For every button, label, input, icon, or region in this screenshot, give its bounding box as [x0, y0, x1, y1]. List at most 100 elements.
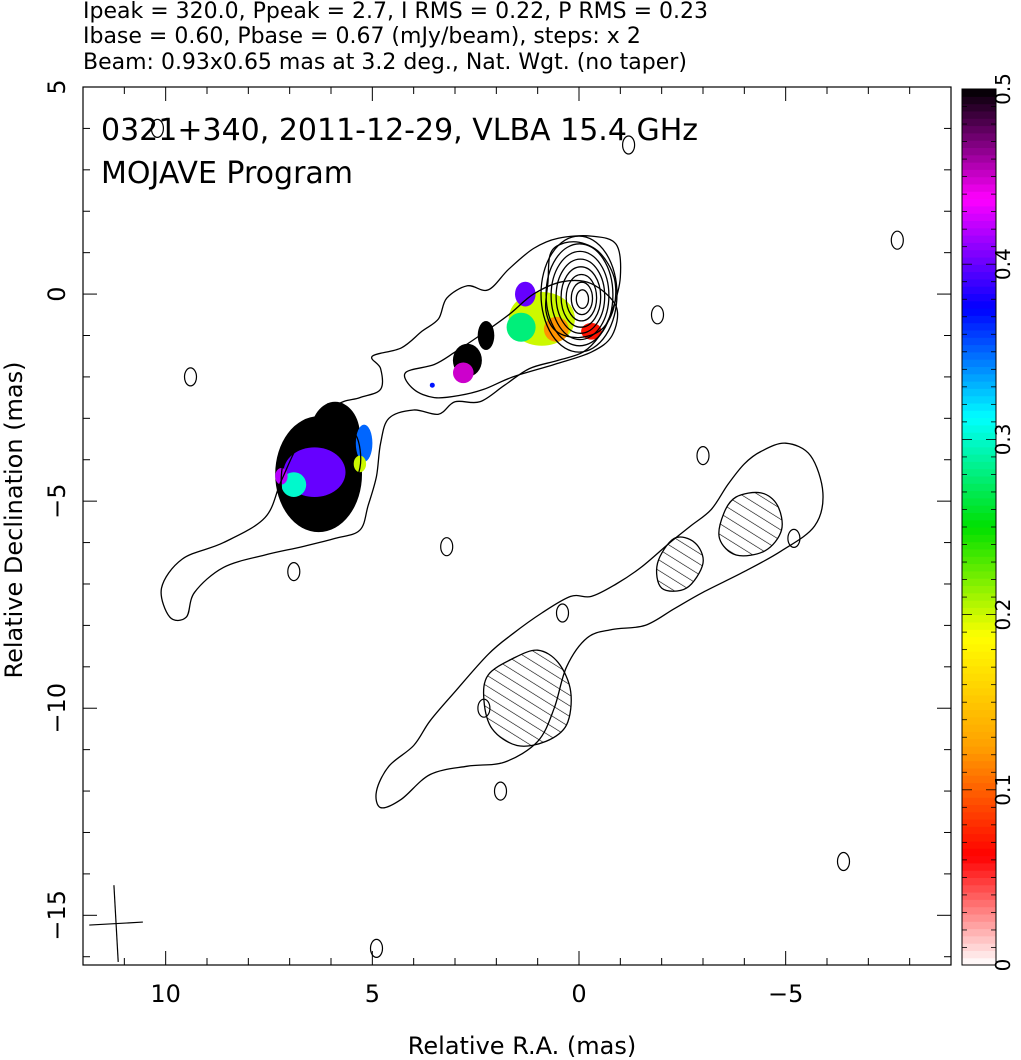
colorbar-swatch [962, 680, 996, 689]
colorbar-swatch [962, 329, 996, 338]
core-ring-4 [560, 266, 602, 328]
colorbar-swatch [962, 892, 996, 900]
colorbar-swatch [962, 264, 996, 273]
colorbar-swatch [962, 862, 996, 871]
colorbar-swatch [962, 461, 996, 470]
colorbar-swatch [962, 110, 996, 119]
colorbar-swatch [962, 300, 996, 309]
colorbar-swatch [962, 446, 996, 455]
colorbar-swatch [962, 286, 996, 294]
colorbar-tick-label: 0.4 [991, 248, 1015, 280]
colorbar-swatch [962, 388, 996, 397]
colorbar-swatch [962, 563, 996, 572]
colorbar-swatch [962, 921, 996, 930]
colorbar-swatch [962, 308, 996, 316]
colorbar-swatch [962, 220, 996, 229]
colorbar-swatch [962, 592, 996, 601]
colorbar-swatch [962, 366, 996, 375]
core-contour-rings [540, 235, 618, 353]
colorbar-swatch [962, 906, 996, 915]
beam-minor-axis [89, 921, 143, 926]
colorbar-tick-label: 0.5 [991, 73, 1015, 105]
beam-marker [89, 885, 143, 962]
colorbar-swatch [962, 797, 996, 805]
colorbar-swatch [962, 651, 996, 659]
colorbar-swatch [962, 950, 996, 959]
colorbar-swatch [962, 855, 996, 864]
colorbar-swatch [962, 600, 996, 608]
contour-island-11 [696, 446, 710, 466]
colorbar-swatch [962, 293, 996, 302]
colorbar-swatch [962, 738, 996, 747]
colorbar-swatch [962, 191, 996, 200]
colorbar-swatch [962, 636, 996, 645]
colorbar-swatch [962, 665, 996, 674]
plot-title: 0321+340, 2011-12-29, VLBA 15.4 GHz [101, 113, 698, 148]
contour-pol-upper [718, 491, 783, 557]
colorbar-swatch [962, 249, 996, 258]
colorbar-swatch [962, 483, 996, 492]
colorbar-swatch [962, 746, 996, 754]
colorbar-swatch [962, 424, 996, 433]
colorbar-swatch [962, 943, 996, 951]
contour-island-4 [650, 305, 665, 325]
pol-region-11 [281, 472, 307, 497]
y-tick-label: 0 [43, 286, 71, 301]
colorbar-swatch [962, 147, 996, 156]
colorbar-swatch [962, 556, 996, 565]
contour-island-3 [493, 781, 508, 801]
pol-region-3 [506, 312, 536, 342]
colorbar-swatch [962, 103, 996, 112]
colorbar-swatch [962, 519, 996, 528]
x-tick-label: 5 [365, 980, 380, 1008]
x-axis: 10 5 0 −5 [82, 87, 952, 1008]
colorbar-swatch [962, 505, 996, 513]
colorbar-swatch [962, 694, 996, 703]
colorbar-swatch [962, 242, 996, 251]
contour-island-2 [440, 537, 454, 557]
header-base-line: Ibase = 0.60, Pbase = 0.67 (mJy/beam), s… [83, 24, 641, 49]
colorbar-swatch [962, 833, 996, 842]
colorbar-swatch [962, 439, 996, 448]
colorbar-swatch [962, 840, 996, 849]
colorbar-swatch [962, 658, 996, 667]
contour-island-12 [150, 118, 164, 138]
plot-frame [82, 86, 952, 966]
colorbar-swatch [962, 724, 996, 732]
intensity-contours [150, 118, 904, 959]
colorbar-swatch [962, 373, 996, 382]
colorbar-tick-label: 0.1 [991, 774, 1015, 806]
colorbar-swatch [962, 629, 996, 638]
colorbar-swatch [962, 899, 996, 908]
colorbar-swatch [962, 753, 996, 762]
colorbar-swatch [962, 848, 996, 857]
colorbar-swatch [962, 205, 996, 214]
colorbar-swatch [962, 527, 996, 535]
x-tick-label: 10 [150, 980, 181, 1008]
colorbar-swatch [962, 227, 996, 236]
colorbar-swatch [962, 709, 996, 718]
colorbar-swatch [962, 570, 996, 579]
colorbar: 0 0.1 0.2 0.3 0.4 0.5 [961, 73, 1015, 971]
core-ring-5 [565, 273, 598, 322]
colorbar-swatch [962, 322, 996, 331]
colorbar-swatch [962, 256, 996, 265]
colorbar-swatch [962, 118, 996, 127]
colorbar-swatch [962, 454, 996, 462]
colorbar-swatch [962, 213, 996, 221]
colorbar-swatch [962, 344, 996, 353]
y-axis: 5 0 −5 −10 −15 [43, 79, 951, 958]
colorbar-swatch [962, 183, 996, 192]
colorbar-swatch [962, 782, 996, 791]
colorbar-swatch [962, 585, 996, 594]
colorbar-swatch [962, 402, 996, 411]
colorbar-swatch [962, 475, 996, 484]
core-ring-3 [555, 258, 606, 334]
colorbar-swatch [962, 271, 996, 280]
y-tick-label: −10 [43, 683, 71, 734]
colorbar-swatch [962, 643, 996, 652]
colorbar-swatch [962, 811, 996, 820]
colorbar-swatch [962, 417, 996, 426]
colorbar-swatch [962, 96, 996, 105]
colorbar-tick-label: 0.3 [991, 423, 1015, 455]
